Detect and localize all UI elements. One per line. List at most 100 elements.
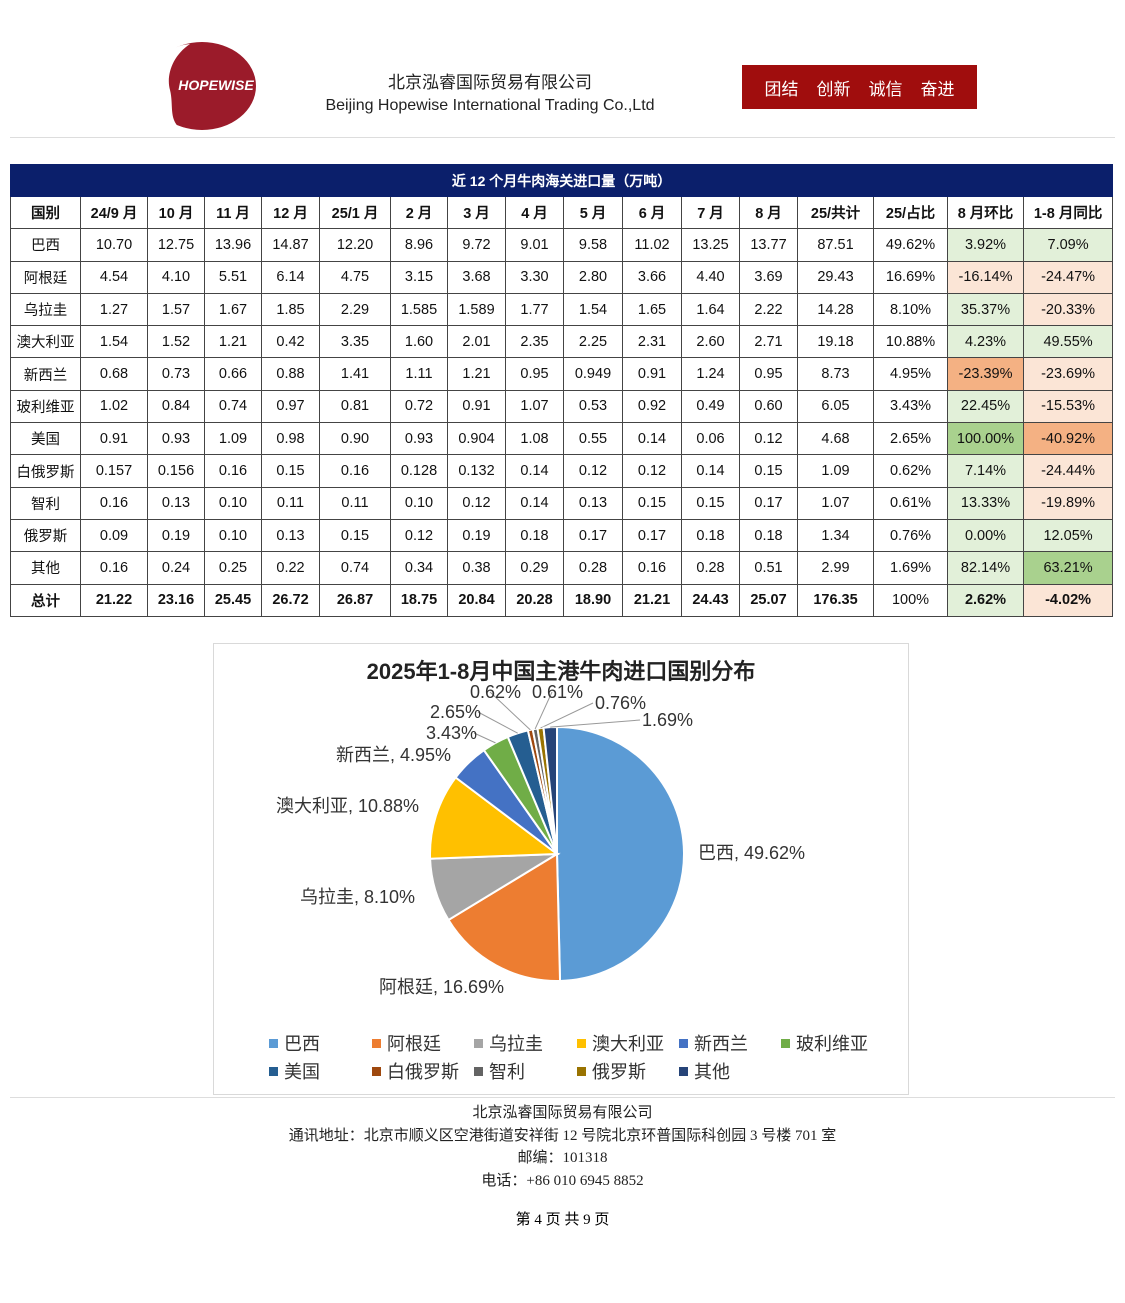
value-cell: 0.24 bbox=[147, 551, 205, 585]
value-cell: 63.21% bbox=[1022, 551, 1114, 585]
value-cell: 1.65 bbox=[622, 292, 682, 327]
value-cell: 8.10% bbox=[873, 292, 948, 327]
value-cell: 0.157 bbox=[80, 454, 148, 488]
value-cell: 4.95% bbox=[873, 357, 948, 391]
value-cell: 4.23% bbox=[947, 325, 1024, 359]
value-cell: 3.92% bbox=[947, 228, 1024, 262]
legend-swatch bbox=[679, 1038, 688, 1048]
value-cell: 12.20 bbox=[319, 228, 391, 262]
value-cell: 4.75 bbox=[319, 260, 391, 294]
value-cell: 0.14 bbox=[622, 422, 682, 456]
value-cell: 4.10 bbox=[147, 260, 205, 294]
value-cell: -23.39% bbox=[947, 357, 1024, 391]
value-cell: 5.51 bbox=[204, 260, 262, 294]
value-cell: 0.12 bbox=[447, 486, 506, 520]
column-header: 6 月 bbox=[622, 195, 682, 230]
value-cell: 13.96 bbox=[204, 228, 262, 262]
legend-label: 俄罗斯 bbox=[592, 1062, 646, 1082]
legend-item: 新西兰 bbox=[679, 1030, 748, 1056]
country-cell: 新西兰 bbox=[10, 357, 81, 391]
country-cell: 巴西 bbox=[10, 228, 81, 262]
value-cell: 0.28 bbox=[563, 551, 623, 585]
value-cell: 0.93 bbox=[147, 422, 205, 456]
slogan: 诚信 bbox=[868, 79, 903, 99]
value-cell: 0.68 bbox=[80, 357, 148, 391]
value-cell: 2.62% bbox=[947, 583, 1024, 617]
legend-swatch bbox=[372, 1066, 381, 1076]
value-cell: 0.22 bbox=[261, 551, 320, 585]
legend-item: 乌拉圭 bbox=[474, 1030, 543, 1056]
column-header: 8 月 bbox=[739, 195, 798, 230]
value-cell: -4.02% bbox=[1022, 583, 1114, 617]
value-cell: 20.84 bbox=[447, 583, 506, 617]
hopewise-logo: HOPEWISE bbox=[145, 42, 256, 130]
footer-phone: 电话：+86 010 6945 8852 bbox=[481, 1172, 644, 1189]
value-cell: 0.91 bbox=[622, 357, 682, 391]
legend-item: 俄罗斯 bbox=[577, 1058, 646, 1084]
country-cell: 玻利维亚 bbox=[10, 389, 81, 424]
value-cell: 1.67 bbox=[204, 292, 262, 327]
table-row: 美国 0.91 0.93 1.09 0.98 0.90 0.93 0.904 1.08 0.55 0… bbox=[10, 422, 1114, 456]
value-cell: 1.57 bbox=[147, 292, 205, 327]
value-cell: -19.89% bbox=[1022, 486, 1114, 520]
value-cell: 0.15 bbox=[319, 518, 391, 553]
value-cell: 2.25 bbox=[563, 325, 623, 359]
value-cell: 0.00% bbox=[947, 518, 1024, 553]
value-cell: 0.91 bbox=[80, 422, 148, 456]
data-label: 澳大利亚, 10.88% bbox=[276, 796, 419, 816]
value-cell: 1.07 bbox=[797, 486, 874, 520]
value-cell: 0.18 bbox=[505, 518, 564, 553]
column-header: 12 月 bbox=[261, 195, 320, 230]
value-cell: 1.69% bbox=[873, 551, 948, 585]
value-cell: 0.128 bbox=[390, 454, 448, 488]
value-cell: 1.589 bbox=[447, 292, 506, 327]
value-cell: 0.949 bbox=[563, 357, 623, 391]
value-cell: 0.73 bbox=[147, 357, 205, 391]
value-cell: 1.41 bbox=[319, 357, 391, 391]
legend-label: 新西兰 bbox=[694, 1034, 748, 1054]
value-cell: 1.11 bbox=[390, 357, 448, 391]
value-cell: 4.40 bbox=[681, 260, 740, 294]
value-cell: 0.16 bbox=[319, 454, 391, 488]
value-cell: 0.11 bbox=[319, 486, 391, 520]
value-cell: 0.29 bbox=[505, 551, 564, 585]
value-cell: 3.43% bbox=[873, 389, 948, 424]
value-cell: 25.07 bbox=[739, 583, 798, 617]
legend-item: 玻利维亚 bbox=[781, 1030, 868, 1056]
slogan: 团结 bbox=[764, 79, 799, 99]
value-cell: 7.14% bbox=[947, 454, 1024, 488]
column-header: 国别 bbox=[10, 195, 81, 230]
svg-text:HOPEWISE: HOPEWISE bbox=[178, 77, 254, 93]
company-name-cn: 北京泓睿国际贸易有限公司 bbox=[388, 73, 592, 92]
value-cell: 0.95 bbox=[505, 357, 564, 391]
value-cell: 2.71 bbox=[739, 325, 798, 359]
value-cell: 0.12 bbox=[739, 422, 798, 456]
legend-swatch bbox=[577, 1066, 586, 1076]
value-cell: 25.45 bbox=[204, 583, 262, 617]
footer: 北京泓睿国际贸易有限公司 通讯地址：北京市顺义区空港街道安祥街 12 号院北京环… bbox=[0, 1102, 1125, 1192]
value-cell: -24.44% bbox=[1022, 454, 1114, 488]
leader-line bbox=[489, 691, 531, 731]
value-cell: 0.88 bbox=[261, 357, 320, 391]
footer-address: 通讯地址：北京市顺义区空港街道安祥街 12 号院北京环普国际科创园 3 号楼 7… bbox=[288, 1127, 837, 1144]
value-cell: -23.69% bbox=[1022, 357, 1114, 391]
data-label: 0.61% bbox=[532, 682, 583, 702]
table-row: 澳大利亚 1.54 1.52 1.21 0.42 3.35 1.60 2.01 2.35 2.25… bbox=[10, 325, 1114, 359]
value-cell: 16.69% bbox=[873, 260, 948, 294]
slogan: 创新 bbox=[816, 79, 851, 99]
value-cell: 0.09 bbox=[80, 518, 148, 553]
column-header: 3 月 bbox=[447, 195, 506, 230]
value-cell: 0.97 bbox=[261, 389, 320, 424]
value-cell: 1.60 bbox=[390, 325, 448, 359]
value-cell: 0.12 bbox=[390, 518, 448, 553]
column-header: 5 月 bbox=[563, 195, 623, 230]
value-cell: 2.35 bbox=[505, 325, 564, 359]
value-cell: 0.53 bbox=[563, 389, 623, 424]
table-row: 新西兰 0.68 0.73 0.66 0.88 1.41 1.11 1.21 0.95 0.949… bbox=[10, 357, 1114, 391]
value-cell: -24.47% bbox=[1022, 260, 1114, 294]
country-cell: 智利 bbox=[10, 486, 81, 520]
value-cell: 11.02 bbox=[622, 228, 682, 262]
leader-line bbox=[477, 711, 518, 734]
